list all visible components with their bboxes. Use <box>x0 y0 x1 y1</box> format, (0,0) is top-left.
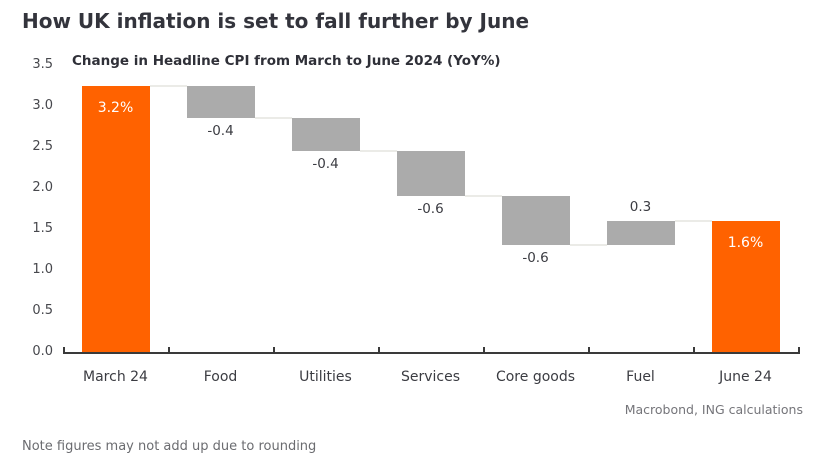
waterfall-connector <box>149 84 187 87</box>
waterfall-connector <box>569 244 607 247</box>
source-credit: Macrobond, ING calculations <box>624 402 803 417</box>
y-axis-tick-label: 1.5 <box>32 221 53 236</box>
bar-value-label-fuel: 0.3 <box>629 198 652 215</box>
bar-fuel <box>606 220 675 246</box>
y-axis-tick-label: 2.5 <box>32 139 53 154</box>
x-axis-category-label-food: Food <box>203 369 238 385</box>
y-axis-tick-label: 2.0 <box>32 180 53 195</box>
x-axis-tick <box>273 347 275 354</box>
bar-value-label-june-24: 1.6% <box>727 234 764 251</box>
waterfall-connector <box>674 219 712 222</box>
x-axis-category-label-core-goods: Core goods <box>495 369 576 385</box>
x-axis-category-label-june-24: June 24 <box>719 369 772 385</box>
x-axis-tick <box>378 347 380 354</box>
x-axis-category-label-services: Services <box>400 369 461 385</box>
y-axis-tick-label: 0.5 <box>32 303 53 318</box>
bar-value-label-march-24: 3.2% <box>97 99 134 116</box>
rounding-note: Note figures may not add up due to round… <box>22 439 317 454</box>
x-axis-tick <box>63 347 65 354</box>
waterfall-connector <box>254 117 292 120</box>
bar-value-label-food: -0.4 <box>207 123 234 140</box>
bar-value-label-services: -0.6 <box>417 201 444 218</box>
bar-june-24 <box>711 220 780 352</box>
x-axis-line <box>63 352 800 354</box>
x-axis-category-label-march-24: March 24 <box>83 369 148 385</box>
x-axis-tick <box>588 347 590 354</box>
waterfall-connector <box>464 195 502 198</box>
bar-value-label-core-goods: -0.6 <box>522 250 549 267</box>
x-axis-tick <box>483 347 485 354</box>
waterfall-connector <box>359 150 397 153</box>
chart-title: How UK inflation is set to fall further … <box>22 9 530 33</box>
x-axis-tick <box>693 347 695 354</box>
bar-services <box>396 151 465 197</box>
bar-food <box>186 85 255 119</box>
chart-subtitle: Change in Headline CPI from March to Jun… <box>72 53 501 69</box>
x-axis-category-label-utilities: Utilities <box>299 369 352 385</box>
bar-core-goods <box>501 196 570 246</box>
y-axis-tick-label: 3.5 <box>32 57 53 72</box>
y-axis-tick-label: 0.0 <box>32 344 53 359</box>
y-axis-tick-label: 1.0 <box>32 262 53 277</box>
x-axis-tick <box>798 347 800 354</box>
x-axis-category-label-fuel: Fuel <box>626 369 655 385</box>
bar-utilities <box>291 118 360 152</box>
bar-march-24 <box>81 85 150 352</box>
x-axis-tick <box>168 347 170 354</box>
bar-value-label-utilities: -0.4 <box>312 156 339 173</box>
y-axis-tick-label: 3.0 <box>32 98 53 113</box>
